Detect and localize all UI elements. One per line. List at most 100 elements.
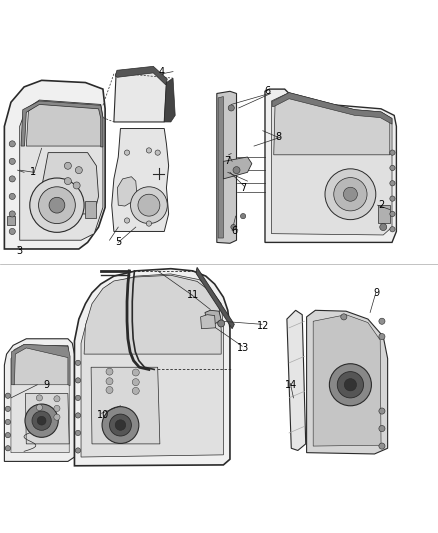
Text: 5: 5 [115,237,121,247]
Polygon shape [20,100,103,240]
Circle shape [36,413,42,419]
Polygon shape [42,152,99,214]
Polygon shape [85,201,96,219]
Circle shape [64,162,71,169]
Circle shape [380,223,387,231]
Circle shape [341,314,347,320]
Text: 6: 6 [231,227,237,237]
Circle shape [36,395,42,401]
Polygon shape [112,128,169,231]
Polygon shape [21,101,103,147]
Circle shape [337,372,364,398]
Polygon shape [91,367,160,444]
Polygon shape [196,268,234,329]
Polygon shape [307,310,388,454]
Circle shape [132,387,139,394]
Circle shape [379,318,385,324]
Circle shape [36,405,42,410]
Circle shape [228,105,234,111]
Circle shape [138,194,160,216]
Circle shape [5,393,11,398]
Circle shape [5,406,11,411]
Circle shape [325,169,376,220]
Text: 4: 4 [159,67,165,77]
Polygon shape [223,157,252,179]
Circle shape [75,378,81,383]
Circle shape [75,448,81,453]
Circle shape [75,167,82,174]
Circle shape [124,218,130,223]
Circle shape [102,407,139,443]
Circle shape [218,320,225,327]
Circle shape [9,158,15,165]
Circle shape [124,150,130,155]
Circle shape [64,177,71,184]
Text: 8: 8 [275,132,281,142]
Circle shape [110,414,131,436]
Circle shape [343,187,357,201]
Text: 12: 12 [257,321,269,330]
Circle shape [115,420,126,430]
Circle shape [390,181,395,186]
Text: 10: 10 [97,410,109,421]
Circle shape [106,386,113,393]
Circle shape [131,187,167,223]
Circle shape [30,178,84,232]
Circle shape [5,432,11,438]
Polygon shape [115,66,167,85]
Circle shape [73,182,80,189]
Circle shape [334,177,367,211]
Circle shape [9,211,15,217]
Circle shape [155,150,160,155]
Polygon shape [378,205,390,223]
Polygon shape [201,314,215,329]
Circle shape [390,211,395,216]
Circle shape [75,360,81,366]
Circle shape [9,176,15,182]
Polygon shape [217,91,237,243]
Circle shape [32,411,51,430]
Polygon shape [205,310,221,324]
Circle shape [75,395,81,400]
Circle shape [146,148,152,153]
Circle shape [146,221,152,226]
Polygon shape [114,69,166,122]
Circle shape [231,224,236,230]
Polygon shape [26,102,102,146]
Text: 9: 9 [43,379,49,390]
Polygon shape [11,345,69,453]
Circle shape [106,378,113,385]
Polygon shape [84,275,221,354]
Polygon shape [74,269,230,466]
Circle shape [329,364,371,406]
Circle shape [37,416,46,425]
Polygon shape [117,177,137,206]
Circle shape [54,395,60,402]
Polygon shape [272,93,392,235]
Circle shape [379,408,385,414]
Circle shape [379,425,385,432]
Circle shape [9,193,15,199]
Circle shape [379,443,385,449]
Text: 1: 1 [30,167,36,177]
Circle shape [379,334,385,340]
Circle shape [390,227,395,232]
Circle shape [9,229,15,235]
Circle shape [132,378,139,386]
Polygon shape [265,89,396,243]
Polygon shape [313,314,381,446]
Text: 13: 13 [237,343,249,352]
Polygon shape [272,93,392,124]
Text: 6: 6 [264,86,270,96]
Polygon shape [13,344,69,385]
Circle shape [54,414,60,420]
Circle shape [54,405,60,411]
Text: 7: 7 [225,156,231,166]
Circle shape [390,165,395,171]
Polygon shape [81,274,223,457]
Polygon shape [287,310,306,450]
Text: 9: 9 [374,288,380,298]
Polygon shape [4,80,105,249]
Circle shape [25,404,58,437]
Polygon shape [274,96,390,155]
